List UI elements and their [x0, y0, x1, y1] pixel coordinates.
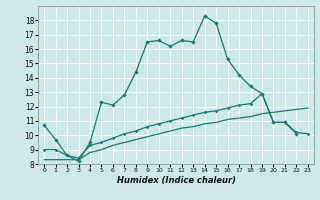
X-axis label: Humidex (Indice chaleur): Humidex (Indice chaleur) [116, 176, 236, 185]
